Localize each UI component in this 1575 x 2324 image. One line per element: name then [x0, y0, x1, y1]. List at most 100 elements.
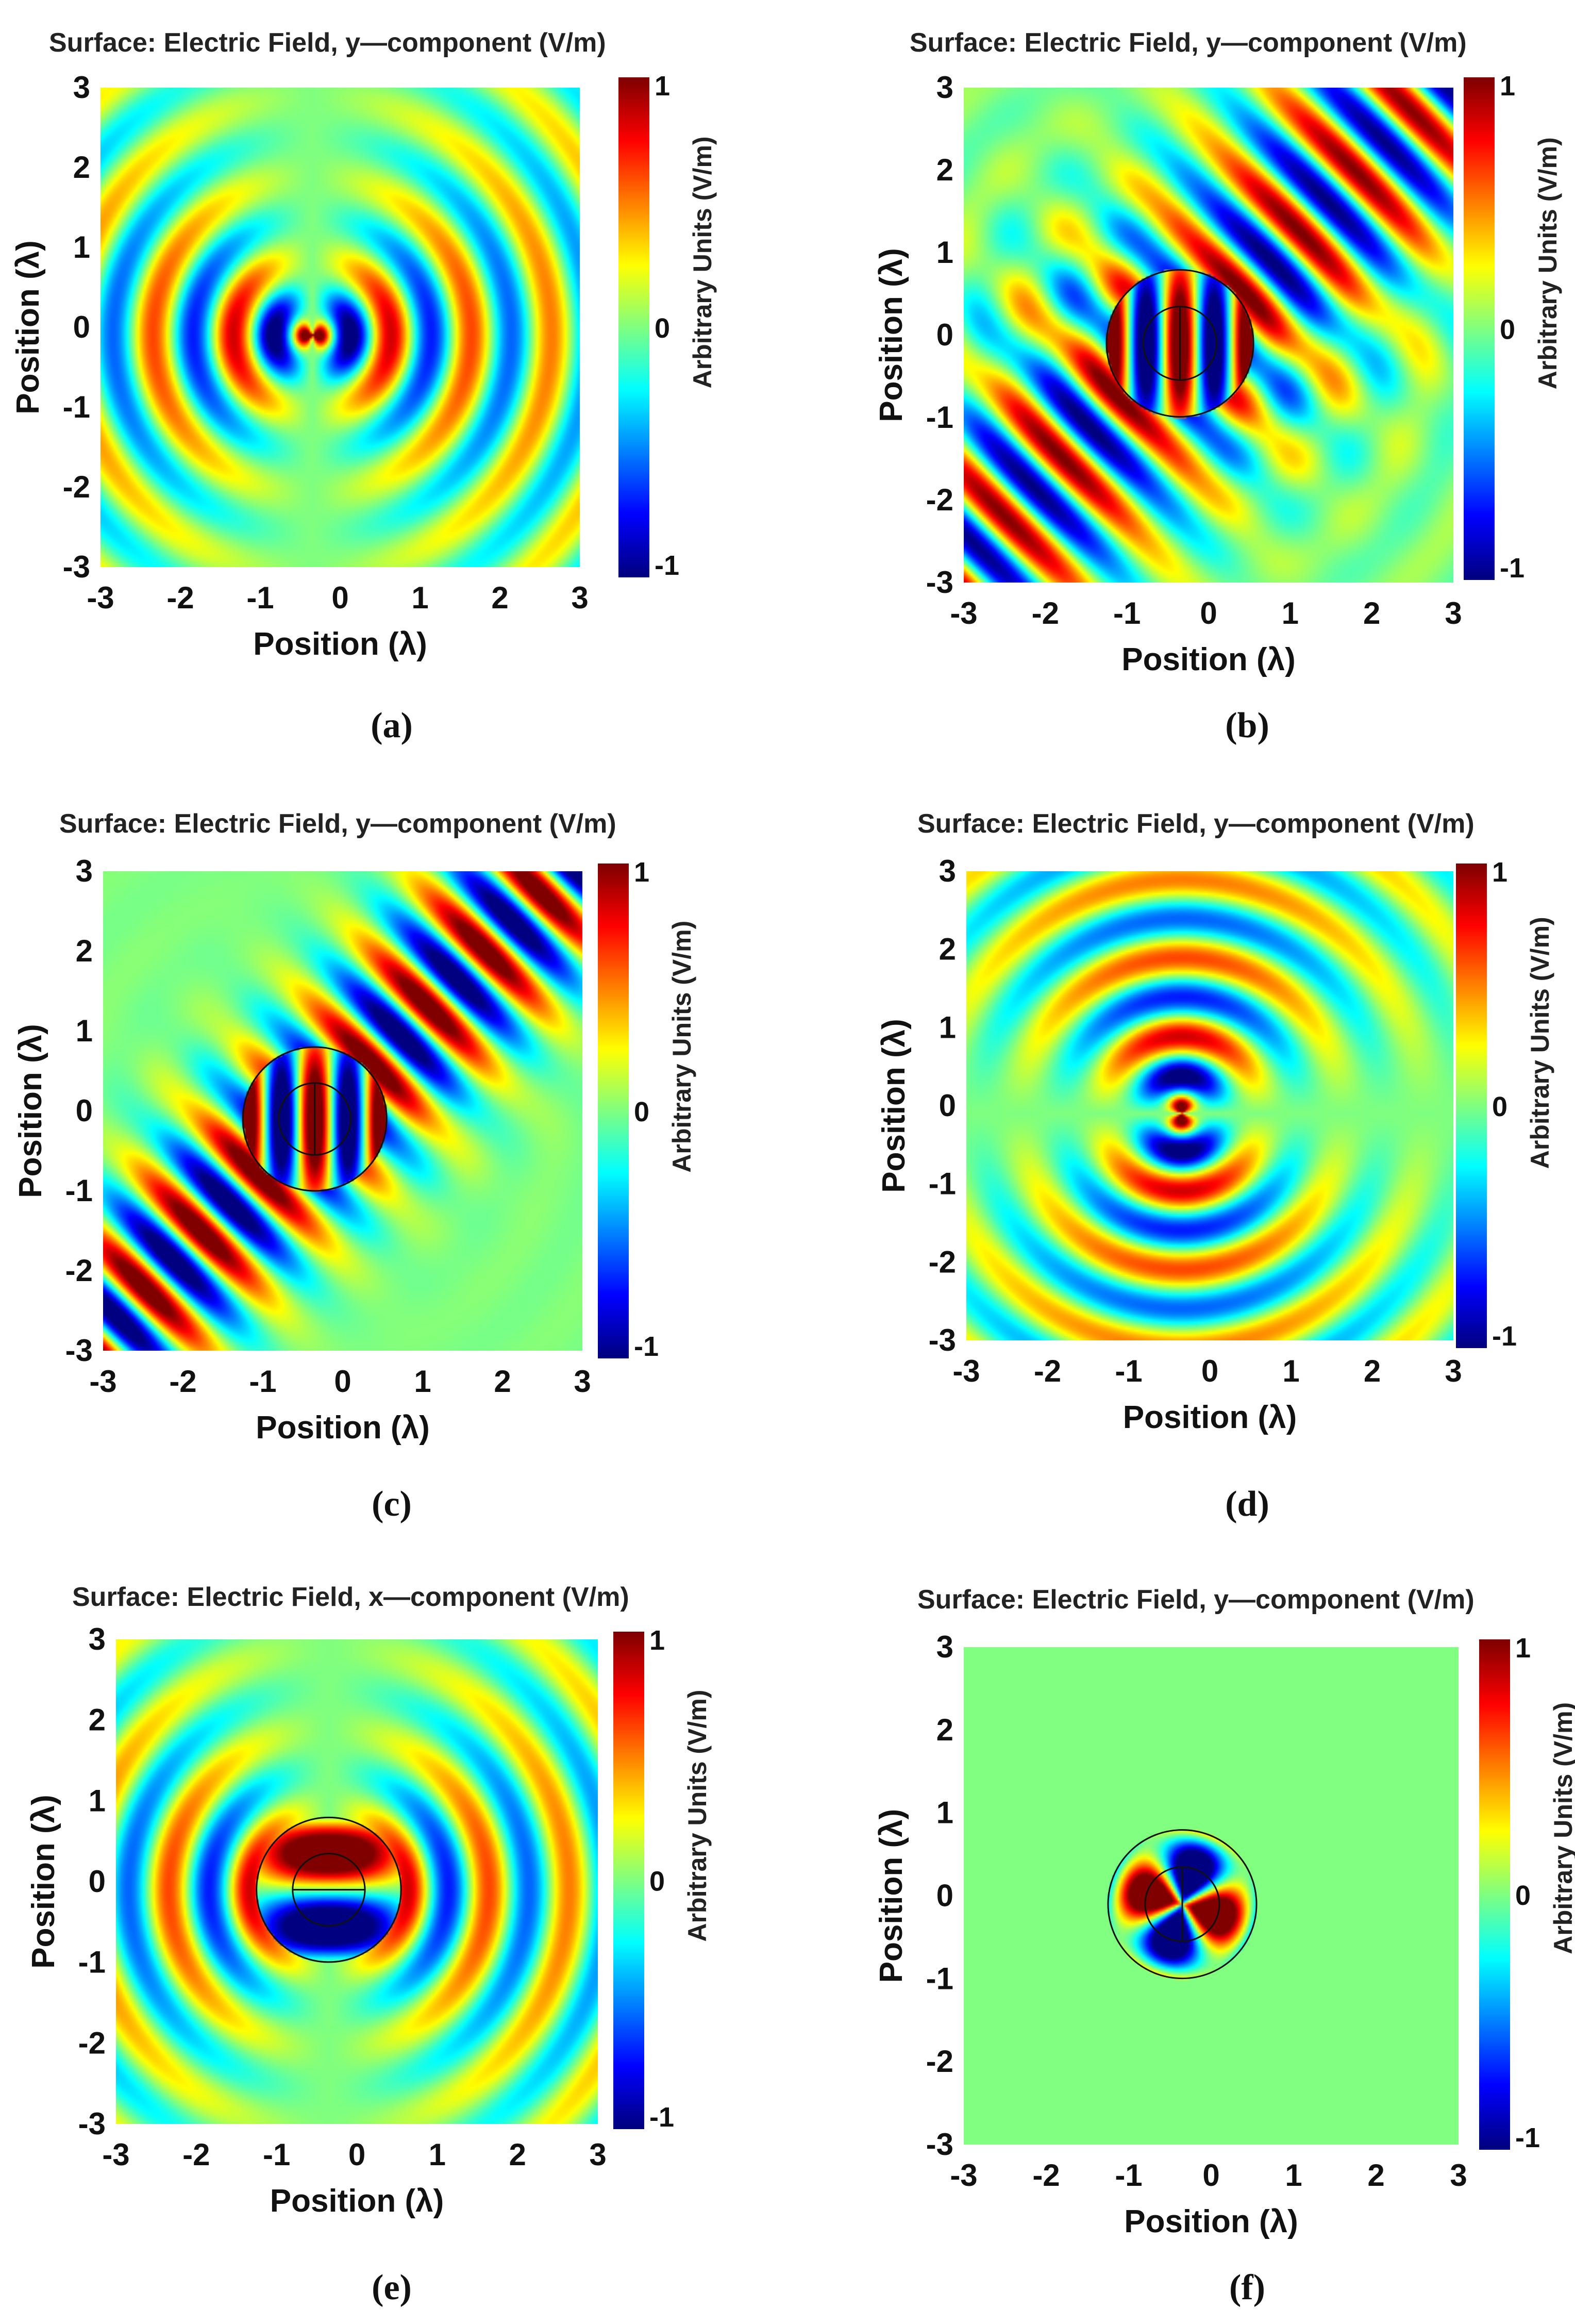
panel-a: Surface: Electric Field, y—component (V/… — [10, 28, 717, 745]
x-tick-label: 3 — [1445, 596, 1462, 630]
panel-caption: (e) — [372, 2268, 412, 2308]
colorbar-tick-label: -1 — [649, 2102, 674, 2133]
x-tick-label: 0 — [1200, 596, 1217, 630]
y-tick-label: 0 — [936, 1879, 953, 1913]
x-tick-label: 3 — [589, 2137, 606, 2172]
colorbar-tick-label: 1 — [634, 857, 649, 888]
x-tick-label: 3 — [571, 580, 588, 615]
x-tick-label: 1 — [1282, 596, 1299, 630]
y-tick-label: 2 — [936, 153, 953, 187]
x-tick-label: 0 — [331, 580, 348, 615]
y-tick-label: 3 — [89, 1622, 106, 1656]
x-tick-label: -2 — [169, 1364, 196, 1399]
colorbar-tick-label: 1 — [1500, 71, 1515, 102]
colorbar-label: Arbitrary Units (V/m) — [667, 921, 696, 1173]
colorbar-tick-label: 1 — [1515, 1633, 1531, 1664]
y-tick-label: 2 — [939, 932, 956, 967]
y-tick-label: 1 — [936, 235, 953, 270]
y-tick-label: -3 — [926, 2127, 953, 2162]
y-axis-label: Position (λ) — [874, 248, 909, 422]
panel-caption: (c) — [372, 1484, 412, 1524]
x-tick-label: 0 — [1202, 2158, 1219, 2193]
panel-title: Surface: Electric Field, y—component (V/… — [910, 28, 1467, 58]
x-tick-label: 2 — [494, 1364, 511, 1399]
x-tick-label: 1 — [429, 2137, 446, 2172]
panel-b: Surface: Electric Field, y—component (V/… — [874, 28, 1562, 745]
y-tick-label: 0 — [936, 318, 953, 352]
x-tick-label: -2 — [1034, 1354, 1061, 1388]
colorbar-label: Arbitrary Units (V/m) — [1533, 137, 1562, 389]
x-axis-label: Position (λ) — [1121, 642, 1296, 677]
y-tick-label: -3 — [65, 1333, 93, 1368]
panel-title: Surface: Electric Field, y—component (V/… — [59, 809, 616, 839]
y-tick-label: 2 — [936, 1713, 953, 1747]
panel-title: Surface: Electric Field, x—component (V/… — [72, 1582, 629, 1612]
colorbar-tick-label: 0 — [649, 1866, 665, 1897]
y-tick-label: -2 — [65, 1253, 93, 1288]
y-tick-label: -2 — [929, 1244, 956, 1279]
scatterer-outer-circle — [242, 1046, 388, 1192]
y-tick-label: -2 — [63, 470, 90, 504]
y-tick-label: 2 — [76, 934, 93, 968]
colorbar-tick-label: -1 — [655, 550, 679, 581]
y-tick-label: -3 — [78, 2106, 106, 2141]
x-tick-label: -2 — [1032, 2158, 1060, 2193]
colorbar-tick-label: 0 — [655, 313, 670, 344]
field-heatmap — [116, 1639, 598, 2124]
x-tick-label: 2 — [1363, 596, 1380, 630]
y-tick-label: 1 — [939, 1010, 956, 1044]
colorbar-label: Arbitrary Units (V/m) — [683, 1690, 712, 1942]
x-tick-label: -3 — [89, 1364, 116, 1399]
colorbar — [598, 864, 629, 1358]
panel-caption: (d) — [1225, 1484, 1269, 1524]
y-tick-label: 0 — [939, 1088, 956, 1123]
x-tick-label: 2 — [1367, 2158, 1384, 2193]
y-tick-label: 3 — [936, 1630, 953, 1664]
x-axis-label: Position (λ) — [1124, 2204, 1298, 2239]
colorbar-tick-label: -1 — [1500, 553, 1524, 584]
y-axis-label: Position (λ) — [874, 1809, 909, 1983]
colorbar-tick-label: 1 — [655, 71, 670, 102]
colorbar — [1456, 864, 1487, 1348]
y-tick-label: 2 — [73, 150, 90, 185]
field-heatmap — [966, 871, 1453, 1340]
y-tick-label: -1 — [926, 400, 953, 435]
x-tick-label: 1 — [1285, 2158, 1302, 2193]
x-tick-label: -1 — [1113, 596, 1141, 630]
y-tick-label: 3 — [76, 854, 93, 888]
x-tick-label: 0 — [1201, 1354, 1218, 1388]
y-tick-label: -2 — [78, 2026, 106, 2060]
panel-d: Surface: Electric Field, y—component (V/… — [876, 809, 1554, 1524]
y-axis-label: Position (λ) — [10, 240, 46, 414]
panel-caption: (a) — [371, 706, 413, 745]
x-tick-label: 0 — [348, 2137, 365, 2172]
x-tick-label: 1 — [411, 580, 428, 615]
field-heatmap — [964, 88, 1453, 583]
colorbar-tick-label: -1 — [1515, 2122, 1540, 2153]
y-tick-label: -3 — [929, 1323, 956, 1357]
x-tick-label: -1 — [1115, 1354, 1142, 1388]
y-tick-label: -1 — [78, 1945, 106, 1980]
colorbar-tick-label: 0 — [1492, 1091, 1507, 1122]
y-tick-label: 1 — [73, 230, 90, 264]
panel-c: Surface: Electric Field, y—component (V/… — [13, 809, 696, 1524]
x-tick-label: -3 — [950, 596, 977, 630]
y-tick-label: -1 — [65, 1173, 93, 1208]
colorbar — [1479, 1639, 1510, 2150]
x-tick-label: 2 — [491, 580, 508, 615]
x-tick-label: -3 — [102, 2137, 129, 2172]
y-tick-label: -1 — [63, 390, 90, 424]
colorbar-tick-label: -1 — [634, 1331, 659, 1362]
y-tick-label: -1 — [929, 1167, 956, 1201]
scatterer-outer-circle — [1107, 1829, 1258, 1980]
x-tick-label: -3 — [950, 2158, 977, 2193]
colorbar-label: Arbitrary Units (V/m) — [688, 136, 717, 388]
y-tick-label: 1 — [89, 1783, 106, 1818]
field-heatmap — [103, 871, 582, 1351]
y-tick-label: 0 — [73, 310, 90, 344]
colorbar-tick-label: 0 — [1515, 1880, 1531, 1911]
panel-title: Surface: Electric Field, y—component (V/… — [49, 28, 606, 58]
colorbar-tick-label: -1 — [1492, 1321, 1517, 1352]
x-axis-label: Position (λ) — [270, 2183, 444, 2219]
